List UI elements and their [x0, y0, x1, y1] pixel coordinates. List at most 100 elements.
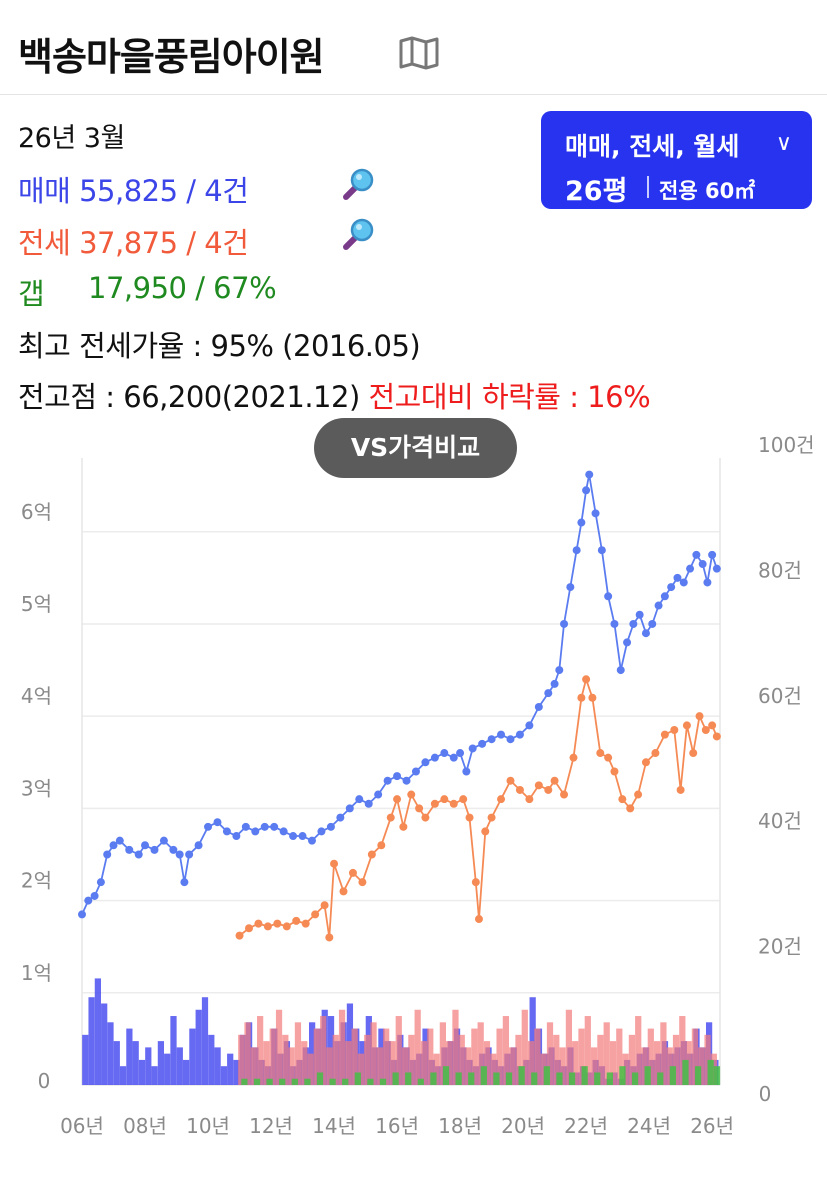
sale-volume-bar	[214, 1047, 221, 1085]
jeonse_price-point	[604, 753, 613, 762]
monthly-volume-bar	[354, 1072, 361, 1085]
monthly-volume-bar	[417, 1078, 424, 1085]
rent-volume-bar	[294, 1022, 302, 1085]
rent-volume-bar	[691, 1028, 699, 1085]
sale_price-point	[468, 744, 477, 753]
sale_price-point	[648, 619, 657, 628]
jeonse_price-point	[459, 795, 468, 804]
monthly-volume-bar	[581, 1066, 588, 1085]
rent-volume-bar	[509, 1047, 516, 1085]
monthly-volume-bar	[367, 1078, 374, 1085]
map-icon[interactable]	[398, 36, 440, 70]
rent-volume-bar	[672, 1034, 680, 1085]
sale-volume-bar	[157, 1041, 165, 1085]
sale_price-point	[667, 583, 676, 592]
sale-volume-bar	[107, 1022, 114, 1085]
sale_price-point	[497, 730, 506, 739]
y-right-tick-label: 80건	[758, 558, 802, 582]
jeonse_price-point	[651, 749, 660, 758]
sale-volume-bar	[88, 997, 95, 1085]
jeonse_price-point	[330, 859, 339, 868]
monthly-volume-bar	[480, 1066, 487, 1085]
jeonse_price-point	[534, 781, 543, 790]
jeonse_price-point	[506, 776, 515, 785]
monthly-volume-bar	[342, 1078, 349, 1085]
jeonse_price-point	[235, 931, 244, 940]
sale_price-point	[456, 749, 465, 758]
rent-volume-bar	[326, 1047, 333, 1085]
sale_price-point	[629, 619, 638, 628]
sale_price-point	[307, 836, 316, 845]
sale_price-point	[115, 836, 124, 845]
rent-volume-bar	[565, 1009, 573, 1085]
jeonse_price-point	[430, 799, 439, 808]
sale_price-point	[84, 896, 93, 905]
jeonse_price-point	[393, 795, 402, 804]
rent-volume-bar	[666, 1047, 673, 1085]
sale_price-point	[708, 550, 717, 559]
jeonse_price-point	[560, 790, 569, 799]
jeonse_price-point	[487, 813, 496, 822]
deal-filter-button[interactable]: 매매, 전세, 월세 ∨ 26평 전용 60㎡	[541, 111, 812, 209]
monthly-volume-bar	[707, 1059, 714, 1085]
sale_price-point	[462, 767, 471, 776]
previous-peak: 전고점 : 66,200(2021.12)	[18, 380, 360, 414]
monthly-volume-bar	[644, 1066, 651, 1085]
monthly-volume-bar	[430, 1072, 437, 1085]
jeonse_price-point	[515, 785, 524, 794]
header: 백송마을풍림아이원	[0, 0, 827, 95]
rent-magnifier-icon[interactable]	[340, 216, 376, 252]
rent-volume-bar	[345, 1041, 352, 1085]
rent-volume-bar	[590, 1047, 598, 1085]
jeonse_price-point	[588, 693, 597, 702]
sale_price-point	[270, 822, 279, 831]
jeonse_price-point	[263, 922, 272, 931]
sale_price-point	[150, 845, 159, 854]
monthly-volume-bar	[568, 1072, 576, 1085]
y-right-tick-label: 100건	[758, 433, 815, 457]
rent-volume-bar	[446, 1041, 453, 1085]
sale_price-point	[279, 827, 288, 836]
sale_price-point	[550, 679, 559, 688]
sale-volume-bar	[195, 1009, 202, 1085]
sale_price-point	[185, 850, 194, 859]
monthly-volume-bar	[379, 1078, 387, 1085]
sale-magnifier-icon[interactable]	[340, 166, 376, 202]
monthly-volume-bar	[505, 1072, 513, 1085]
rent-volume-bar	[572, 1041, 579, 1085]
sale_price-point	[336, 813, 345, 822]
vs-compare-button[interactable]: VS가격비교	[314, 418, 517, 478]
gap-summary: 갭 17,950 / 67%	[18, 271, 277, 313]
pyeong-size: 26평	[565, 176, 628, 207]
monthly-volume-bar	[556, 1072, 563, 1085]
y-left-tick-label: 6억	[21, 500, 52, 524]
rent-volume-bar	[546, 1022, 554, 1085]
rent-volume-bar	[679, 1016, 686, 1085]
monthly-volume-bar	[669, 1066, 676, 1085]
sale_price-point	[169, 845, 178, 854]
jeonse_price-point	[292, 916, 301, 925]
sale_price-point	[134, 850, 143, 859]
jeonse_price-point	[339, 887, 348, 896]
sale_price-point	[534, 702, 543, 711]
rent-volume-bar	[521, 1009, 528, 1085]
rent-volume-bar	[458, 1034, 465, 1085]
monthly-volume-bar	[682, 1059, 689, 1085]
jeonse_price-point	[348, 868, 357, 877]
sale_price-point	[585, 470, 594, 479]
x-tick-label: 14년	[312, 1114, 356, 1138]
rent-volume-bar	[597, 1034, 604, 1085]
rent-volume-bar	[301, 1041, 308, 1085]
rent-volume-bar	[257, 1016, 264, 1085]
monthly-volume-bar	[442, 1066, 450, 1085]
jeonse_price-point	[596, 749, 605, 758]
sale-volume-bar	[119, 1066, 127, 1085]
monthly-volume-bar	[329, 1078, 336, 1085]
rent-volume-bar	[307, 1053, 314, 1085]
sale_price-point	[686, 564, 695, 573]
sale_price-point	[141, 841, 150, 850]
x-tick-label: 12년	[249, 1114, 293, 1138]
monthly-volume-bar	[531, 1072, 538, 1085]
sale-volume-bar	[227, 1053, 234, 1085]
jeonse_price-point	[497, 795, 506, 804]
